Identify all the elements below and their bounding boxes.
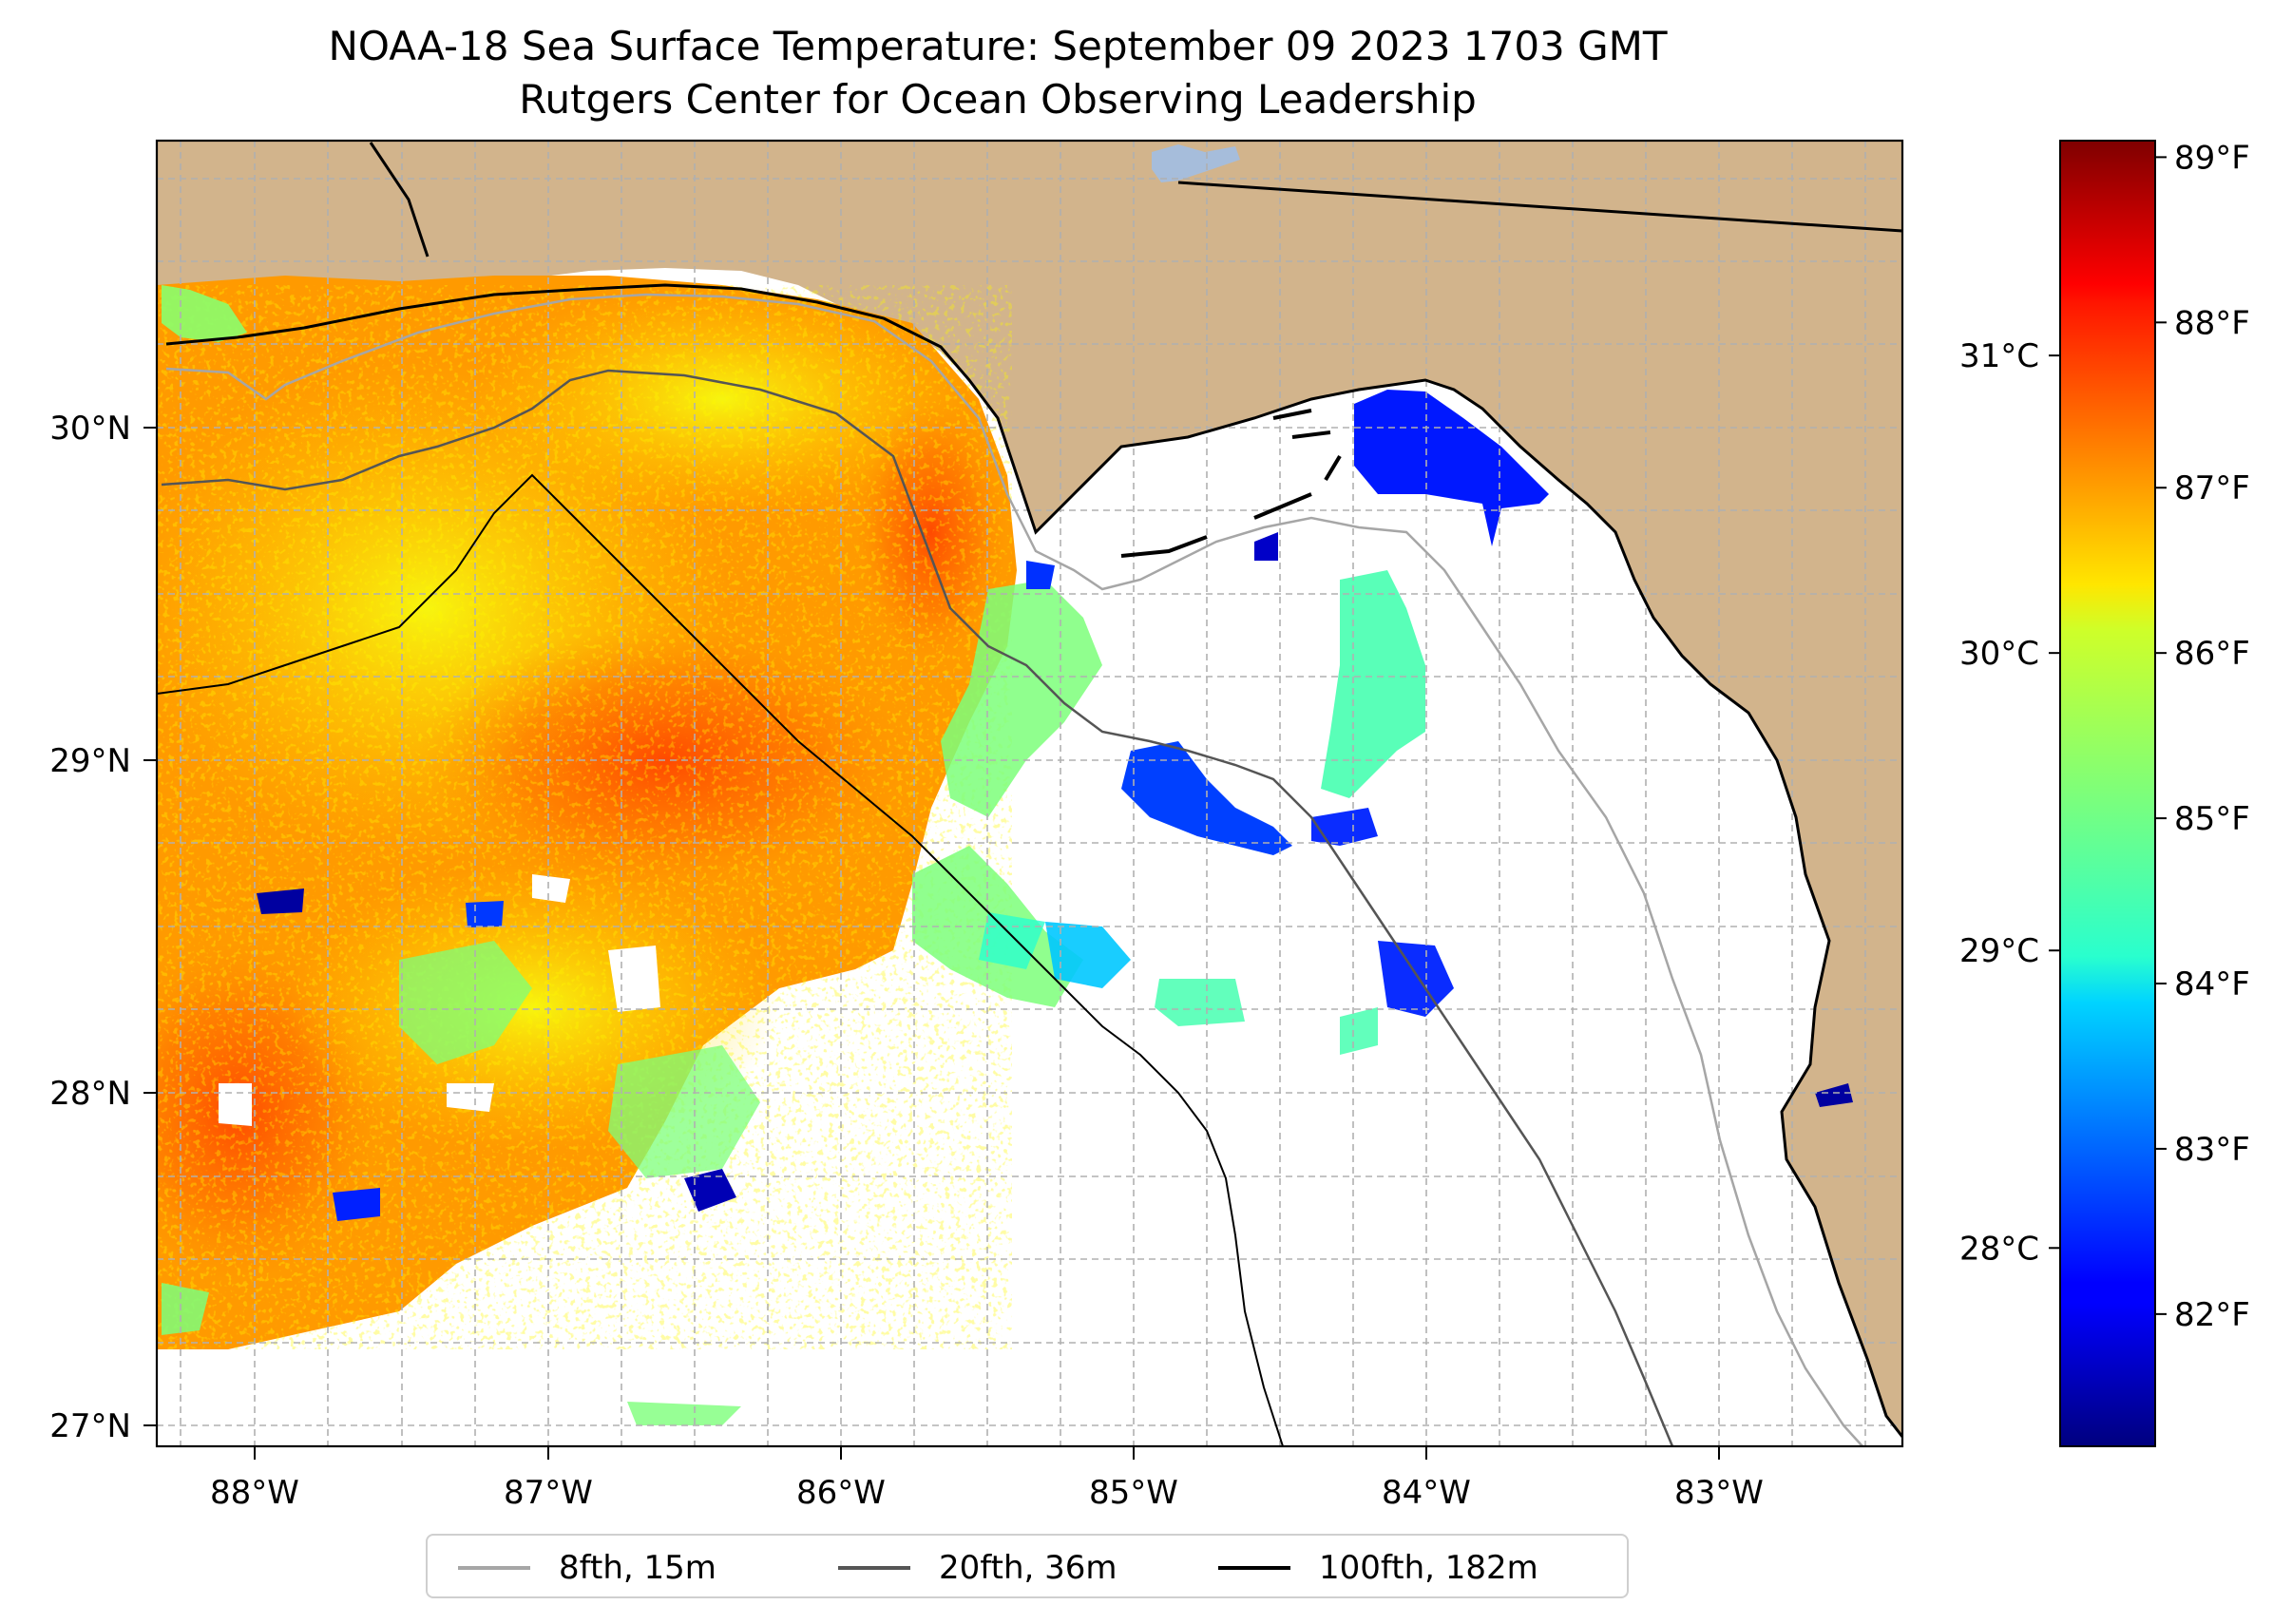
legend-line-182m xyxy=(1218,1566,1290,1570)
x-tick-label: 86°W xyxy=(796,1474,886,1512)
colorbar-c-label: 31°C xyxy=(1959,337,2039,375)
x-tick-label: 83°W xyxy=(1674,1474,1764,1512)
colorbar-f-label: 83°F xyxy=(2174,1131,2250,1169)
colorbar-c-label: 30°C xyxy=(1959,635,2039,673)
y-tick-label: 28°N xyxy=(49,1075,131,1113)
isobath-182m xyxy=(157,473,1284,1446)
colorbar-f-label: 84°F xyxy=(2174,965,2250,1003)
colorbar-f-label: 82°F xyxy=(2174,1296,2250,1334)
x-tick-label: 84°W xyxy=(1382,1474,1471,1512)
colorbar-f-label: 87°F xyxy=(2174,469,2250,507)
coastline xyxy=(165,283,1902,1438)
y-tick-label: 30°N xyxy=(49,410,131,448)
map-gridlines xyxy=(157,141,1902,1446)
colorbar-f-label: 86°F xyxy=(2174,635,2250,673)
legend-label: 100fth, 182m xyxy=(1319,1549,1538,1587)
isobath-15m xyxy=(165,293,1863,1446)
legend: 8fth, 15m 20fth, 36m 100fth, 182m xyxy=(426,1534,1629,1598)
legend-label: 20fth, 36m xyxy=(939,1549,1117,1587)
legend-line-15m xyxy=(458,1566,530,1570)
map-frame xyxy=(155,139,1904,1448)
colorbar xyxy=(2059,140,2156,1447)
colorbar-ticks: 82°F 83°F 84°F 85°F 86°F 87°F 88°F 89°F 28°C 29°C… xyxy=(1959,139,2250,1333)
legend-label: 8fth, 15m xyxy=(559,1549,716,1587)
land-region xyxy=(157,141,1902,1437)
lake xyxy=(1152,144,1240,182)
colorbar-c-label: 29°C xyxy=(1959,932,2039,970)
legend-line-36m xyxy=(838,1566,910,1570)
x-tick-label: 87°W xyxy=(504,1474,593,1512)
state-boundary xyxy=(369,142,1902,258)
colorbar-f-label: 88°F xyxy=(2174,304,2250,342)
chart-title: NOAA-18 Sea Surface Temperature: Septemb… xyxy=(328,23,1668,69)
x-tick-label: 88°W xyxy=(210,1474,299,1512)
colorbar-c-label: 28°C xyxy=(1959,1230,2039,1268)
y-axis xyxy=(143,427,157,1426)
y-tick-label: 27°N xyxy=(49,1407,131,1445)
x-tick-label: 85°W xyxy=(1089,1474,1178,1512)
isobath-36m xyxy=(161,369,1674,1446)
x-axis xyxy=(254,1446,1720,1460)
chart-subtitle: Rutgers Center for Ocean Observing Leade… xyxy=(519,76,1477,123)
sst-field-warm xyxy=(157,276,1017,1349)
y-tick-label: 29°N xyxy=(49,742,131,780)
colorbar-f-label: 89°F xyxy=(2174,139,2250,177)
barrier-islands xyxy=(1120,409,1342,558)
colorbar-f-label: 85°F xyxy=(2174,800,2250,838)
